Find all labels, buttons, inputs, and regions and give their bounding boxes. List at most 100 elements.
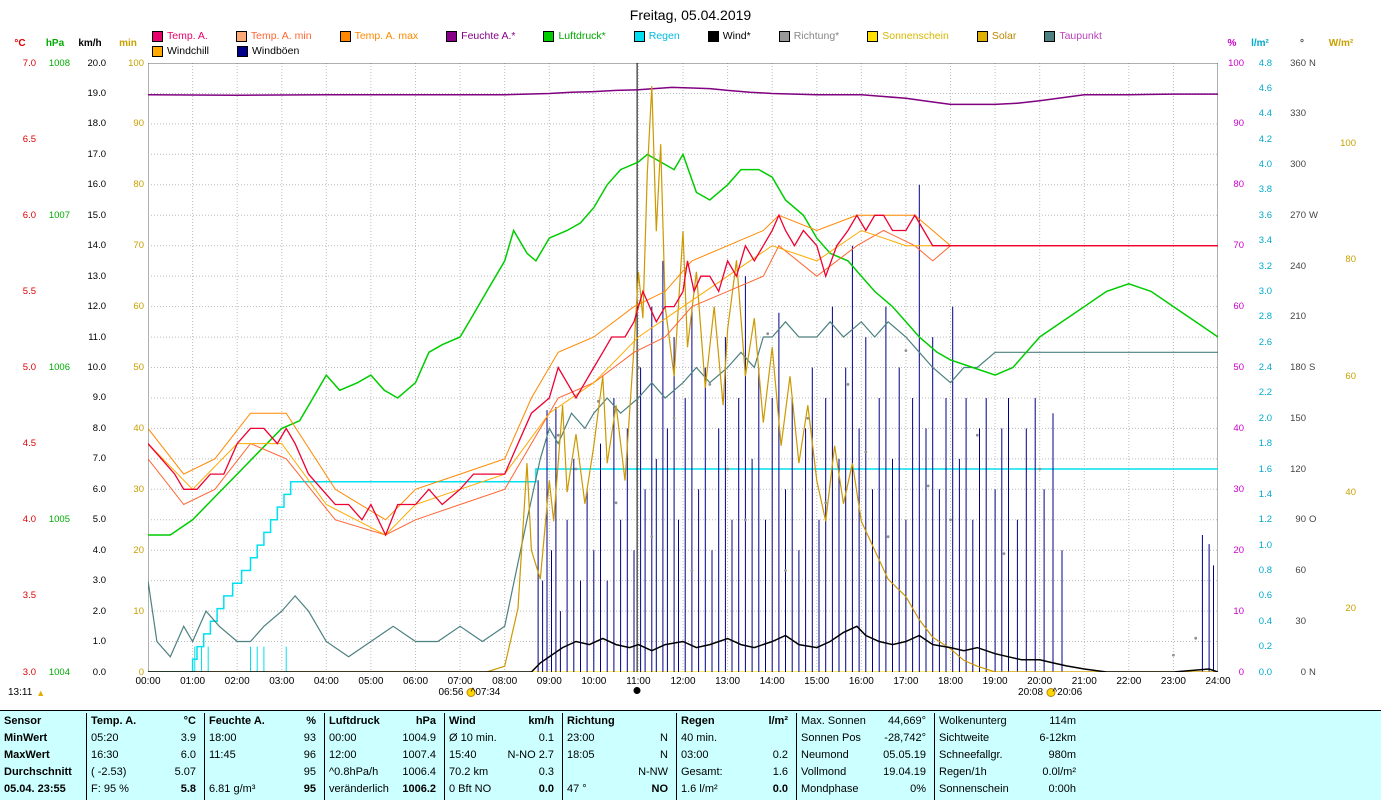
axis-tick-hpa: 1007: [48, 209, 70, 221]
axis-tick-kmh: 0.0: [92, 666, 106, 678]
axis-tick-deg: 360 N: [1290, 57, 1316, 69]
table-cell: Max. Sonnen 44,669°: [801, 715, 926, 727]
axis-tick-kmh: 8.0: [92, 422, 106, 434]
series-feuchte: [148, 86, 1218, 106]
legend-item-wind-[interactable]: Wind*: [707, 30, 751, 42]
table-cell: 05:20 3.9: [91, 732, 196, 744]
axis-tick-lm2: 1.2: [1258, 514, 1272, 526]
axis-tick-pct: 40: [1233, 422, 1244, 434]
axis-tick-kmh: 5.0: [92, 514, 106, 526]
axis-tick-pct: 30: [1233, 483, 1244, 495]
series-solar: [148, 86, 1218, 672]
axis-tick-pct: 20: [1233, 544, 1244, 556]
axis-unit-deg: °: [1300, 38, 1304, 49]
stats-table: Sensor MinWert MaxWert Durchschnitt 05.04. 2…: [0, 710, 1381, 800]
axis-tick-kmh: 6.0: [92, 483, 106, 495]
axis-tick-minax: 10: [133, 605, 144, 617]
axis-tick-lm2: 0.6: [1258, 590, 1272, 602]
legend-label: Richtung*: [793, 30, 840, 42]
legend-item-solar[interactable]: Solar: [976, 30, 1016, 42]
x-axis-tick: 24:00: [1205, 676, 1231, 687]
axis-tick-tempC: 4.5: [22, 438, 36, 450]
plot-area: [148, 63, 1218, 672]
axis-tick-minax: 60: [133, 301, 144, 313]
legend-color-box: [707, 30, 719, 42]
axis-tick-tempC: 5.0: [22, 362, 36, 373]
table-cell: 47 ° NO: [567, 783, 668, 795]
axis-tick-kmh: 14.0: [87, 240, 107, 252]
axis-tick-lm2: 0.4: [1258, 615, 1272, 627]
sun-icon: [466, 688, 476, 697]
table-cell: 00:00 1004.9: [329, 732, 436, 744]
legend-item-windchill[interactable]: Windchill: [152, 45, 209, 57]
axis-tick-kmh: 12.0: [87, 301, 107, 313]
axis-tick-deg: 120: [1290, 463, 1306, 475]
series-richtung: [556, 332, 1198, 657]
axis-tick-lm2: 1.6: [1258, 463, 1272, 475]
axis-tick-minax: 80: [133, 179, 144, 191]
axis-tick-kmh: 13.0: [87, 270, 107, 282]
table-group-temp: Temp. A. °C 05:20 3.9 16:30 6.0 ( -2.53) 5.07 F:…: [86, 713, 204, 800]
axis-tick-tempC: 3.0: [22, 666, 36, 678]
table-cell: Sonnenschein 0:00h: [939, 783, 1076, 795]
axis-tick-lm2: 4.4: [1258, 108, 1272, 120]
legend-color-box: [543, 30, 555, 42]
legend-item-temp-a-[interactable]: Temp. A.: [152, 30, 208, 42]
legend-color-box: [339, 30, 351, 42]
legend-item-sonnenschein[interactable]: Sonnenschein: [867, 30, 949, 42]
axis-tick-hpa: 1004: [48, 666, 70, 678]
axis-tick-lm2: 1.8: [1258, 438, 1272, 450]
x-axis-tick: 11:00: [626, 676, 651, 687]
axis-tick-deg: 60: [1295, 565, 1306, 576]
legend-item-taupunkt[interactable]: Taupunkt: [1044, 30, 1102, 42]
legend-item-feuchte-a-[interactable]: Feuchte A.*: [446, 30, 515, 42]
table-row-label: MinWert: [4, 732, 48, 744]
table-cell: Sichtweite 6-12km: [939, 732, 1076, 744]
axis-tick-deg: 300: [1290, 159, 1306, 170]
axis-tick-lm2: 3.8: [1258, 184, 1272, 196]
legend-item-richtung-[interactable]: Richtung*: [778, 30, 840, 42]
legend-color-box: [1044, 30, 1056, 42]
table-group-richtung: Richtung 23:00 N 18:05 N N-NW 47 ° NO: [562, 713, 676, 800]
axis-tick-hpa: 1008: [48, 57, 70, 69]
x-axis-tick: 02:00: [224, 676, 250, 687]
axis-tick-wm2: 80: [1345, 254, 1356, 266]
axis-tick-lm2: 0.0: [1258, 666, 1272, 678]
axis-annotation: [633, 687, 641, 694]
annotation-time: 06:56: [438, 687, 464, 698]
legend-item-regen[interactable]: Regen: [633, 30, 680, 42]
table-cell: 18:05 N: [567, 749, 668, 761]
axis-annotation: 20:08: [1018, 687, 1056, 698]
axis-tick-deg: 30: [1295, 615, 1306, 627]
axis-tick-minax: 100: [128, 57, 144, 69]
legend-item-temp-a-max[interactable]: Temp. A. max: [339, 30, 418, 42]
table-group-astro: Max. Sonnen 44,669° Sonnen Pos -28,742° Neum…: [796, 713, 934, 800]
x-axis-tick: 10:00: [581, 676, 607, 687]
legend-label: Temp. A. min: [250, 30, 312, 42]
table-cell: Temp. A. °C: [91, 715, 196, 727]
table-cell: 70.2 km 0.3: [449, 766, 554, 778]
legend-item-luftdruck-[interactable]: Luftdruck*: [543, 30, 606, 42]
legend-item-temp-a-min[interactable]: Temp. A. min: [235, 30, 312, 42]
x-axis-tick: 17:00: [893, 676, 919, 687]
series-regen-ticks: [194, 646, 287, 672]
axis-tick-kmh: 9.0: [92, 392, 106, 404]
axis-tick-hpa: 1005: [48, 514, 70, 526]
axis-tick-lm2: 1.0: [1258, 539, 1272, 551]
x-axis-tick: 21:00: [1071, 676, 1097, 687]
axis-tick-deg: 330: [1290, 108, 1306, 120]
legend-color-box: [235, 30, 247, 42]
table-cell: Schneefallgr. 980m: [939, 749, 1076, 761]
table-cell: ( -2.53) 5.07: [91, 766, 196, 778]
x-axis-tick: 19:00: [982, 676, 1008, 687]
legend-item-windb-en[interactable]: Windböen: [237, 45, 299, 57]
axis-tick-pct: 70: [1233, 240, 1244, 252]
legend-color-box: [976, 30, 988, 42]
table-row-label: 05.04. 23:55: [4, 783, 66, 795]
x-axis-tick: 00:00: [135, 676, 161, 687]
axis-tick-kmh: 18.0: [87, 118, 107, 130]
x-axis-tick: 09:00: [536, 676, 562, 687]
axis-tick-lm2: 2.0: [1258, 412, 1272, 424]
legend-color-box: [633, 30, 645, 42]
